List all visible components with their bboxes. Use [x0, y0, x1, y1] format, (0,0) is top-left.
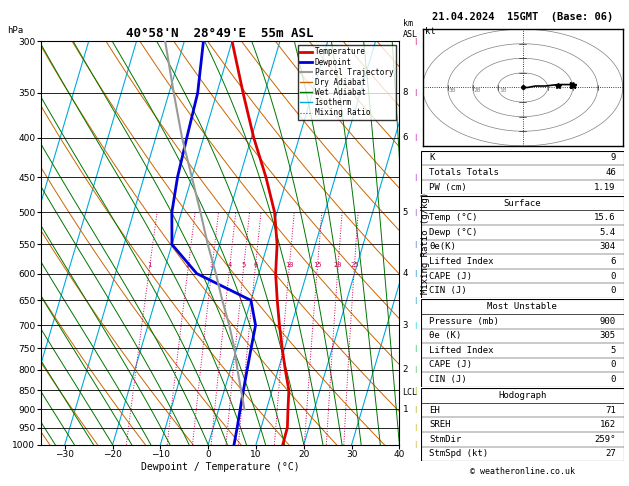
Text: Most Unstable: Most Unstable [487, 302, 557, 311]
Legend: Temperature, Dewpoint, Parcel Trajectory, Dry Adiabat, Wet Adiabat, Isotherm, Mi: Temperature, Dewpoint, Parcel Trajectory… [298, 45, 396, 120]
Text: Surface: Surface [504, 199, 541, 208]
Text: 25: 25 [350, 262, 359, 268]
Text: EH: EH [429, 406, 440, 415]
Text: |: | [414, 424, 416, 431]
Text: 9: 9 [611, 154, 616, 162]
Text: 1: 1 [403, 405, 408, 414]
Text: 5: 5 [611, 346, 616, 355]
Text: 15.6: 15.6 [594, 213, 616, 222]
Text: 0: 0 [611, 286, 616, 295]
Text: Dewp (°C): Dewp (°C) [429, 228, 477, 237]
Text: 4: 4 [403, 269, 408, 278]
Text: |: | [414, 270, 416, 277]
Text: 259°: 259° [594, 435, 616, 444]
Text: |: | [414, 134, 416, 141]
Text: 3: 3 [403, 321, 408, 330]
Text: 4: 4 [228, 262, 231, 268]
Title: 40°58'N  28°49'E  55m ASL: 40°58'N 28°49'E 55m ASL [126, 27, 314, 40]
Text: kt: kt [425, 27, 436, 35]
Text: CIN (J): CIN (J) [429, 286, 467, 295]
Text: km
ASL: km ASL [403, 19, 418, 39]
Text: |: | [414, 387, 416, 394]
Text: © weatheronline.co.uk: © weatheronline.co.uk [470, 467, 575, 476]
Text: CAPE (J): CAPE (J) [429, 272, 472, 280]
Text: Lifted Index: Lifted Index [429, 346, 493, 355]
Text: 1: 1 [147, 262, 152, 268]
Text: |: | [414, 209, 416, 216]
Text: Temp (°C): Temp (°C) [429, 213, 477, 222]
Text: 0: 0 [611, 361, 616, 369]
Text: 900: 900 [599, 317, 616, 326]
Text: 6: 6 [611, 257, 616, 266]
Text: 21.04.2024  15GMT  (Base: 06): 21.04.2024 15GMT (Base: 06) [432, 12, 613, 22]
Text: 5.4: 5.4 [599, 228, 616, 237]
Text: CAPE (J): CAPE (J) [429, 361, 472, 369]
Text: |: | [414, 322, 416, 329]
Text: |: | [414, 406, 416, 413]
Text: 6: 6 [253, 262, 257, 268]
Text: 304: 304 [599, 243, 616, 251]
Text: 0: 0 [611, 272, 616, 280]
Text: |: | [414, 38, 416, 45]
Text: 15: 15 [313, 262, 321, 268]
Text: |: | [414, 345, 416, 352]
Text: Lifted Index: Lifted Index [429, 257, 493, 266]
Text: SREH: SREH [429, 420, 450, 429]
Text: Totals Totals: Totals Totals [429, 168, 499, 177]
Text: |: | [414, 241, 416, 248]
Text: 162: 162 [599, 420, 616, 429]
Text: LCL: LCL [403, 388, 418, 397]
Text: 46: 46 [605, 168, 616, 177]
Text: hPa: hPa [7, 26, 23, 35]
Text: 5: 5 [403, 208, 408, 217]
Text: 2: 2 [403, 365, 408, 374]
Text: 27: 27 [605, 450, 616, 458]
Text: θe (K): θe (K) [429, 331, 461, 340]
Text: K: K [429, 154, 434, 162]
Text: Hodograph: Hodograph [498, 391, 547, 400]
Text: 20: 20 [333, 262, 342, 268]
Text: 8: 8 [403, 88, 408, 98]
Text: CIN (J): CIN (J) [429, 375, 467, 384]
Text: StmDir: StmDir [429, 435, 461, 444]
Text: 10: 10 [285, 262, 293, 268]
Text: |: | [414, 89, 416, 96]
Text: Mixing Ratio (g/kg): Mixing Ratio (g/kg) [421, 192, 430, 294]
Text: Pressure (mb): Pressure (mb) [429, 317, 499, 326]
Text: |: | [414, 174, 416, 181]
Text: θe(K): θe(K) [429, 243, 456, 251]
Text: StmSpd (kt): StmSpd (kt) [429, 450, 488, 458]
Text: PW (cm): PW (cm) [429, 183, 467, 191]
Text: 305: 305 [599, 331, 616, 340]
Text: 71: 71 [605, 406, 616, 415]
Text: 5: 5 [242, 262, 246, 268]
Text: |: | [414, 297, 416, 304]
Text: 10: 10 [499, 88, 506, 93]
X-axis label: Dewpoint / Temperature (°C): Dewpoint / Temperature (°C) [141, 462, 299, 472]
Text: 20: 20 [474, 88, 481, 93]
Text: 1.19: 1.19 [594, 183, 616, 191]
Text: 0: 0 [611, 375, 616, 384]
Text: |: | [414, 366, 416, 373]
Text: |: | [414, 441, 416, 448]
Text: 2: 2 [186, 262, 190, 268]
Text: 6: 6 [403, 133, 408, 142]
Text: 3: 3 [210, 262, 214, 268]
Text: 30: 30 [449, 88, 457, 93]
